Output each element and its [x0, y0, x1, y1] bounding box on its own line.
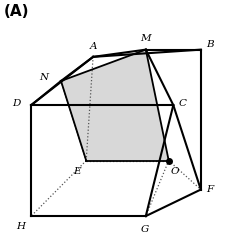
Text: G: G [140, 225, 148, 234]
Text: D: D [12, 99, 20, 108]
Text: B: B [205, 40, 213, 49]
Text: (A): (A) [4, 4, 29, 19]
Polygon shape [61, 50, 168, 161]
Text: H: H [16, 223, 25, 231]
Text: C: C [178, 99, 186, 108]
Text: A: A [89, 41, 96, 51]
Text: F: F [205, 185, 213, 194]
Text: O: O [170, 167, 178, 176]
Text: N: N [39, 73, 48, 82]
Text: M: M [140, 34, 150, 43]
Text: E: E [73, 167, 80, 176]
